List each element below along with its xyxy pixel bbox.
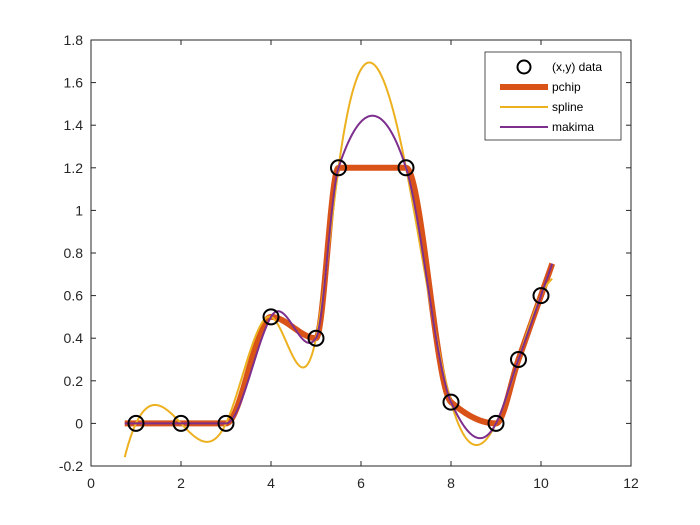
x-axis: 0 2 4 6 8 10 12 — [87, 40, 639, 491]
y-tick-label: 1.8 — [64, 32, 84, 48]
x-tick-label: 6 — [357, 475, 365, 491]
x-tick-label: 12 — [623, 475, 639, 491]
y-tick-label: 0.4 — [64, 330, 84, 346]
x-tick-label: 8 — [447, 475, 455, 491]
x-tick-label: 2 — [177, 475, 185, 491]
y-tick-label: 0.2 — [64, 373, 84, 389]
data-point-marker — [217, 414, 235, 432]
legend-circle-marker-icon — [516, 59, 532, 75]
data-markers — [127, 159, 550, 432]
x-tick-label: 4 — [267, 475, 275, 491]
data-point-marker — [330, 159, 347, 177]
y-axis: -0.2 0 0.2 0.4 0.6 0.8 1 1.2 1.4 1.6 1.8 — [59, 32, 631, 474]
x-tick-label: 10 — [533, 475, 549, 491]
x-tick-label: 0 — [87, 475, 95, 491]
legend-label-data: (x,y) data — [552, 60, 602, 74]
data-point-marker — [510, 351, 527, 368]
y-tick-label: 1.2 — [64, 160, 84, 176]
y-tick-label: 1.6 — [64, 75, 84, 91]
data-point-marker — [127, 414, 145, 432]
makima-curve — [124, 114, 554, 440]
data-point-marker — [307, 329, 325, 347]
data-point-marker — [442, 393, 460, 411]
data-point-marker — [397, 159, 415, 177]
legend-box — [484, 51, 622, 141]
y-tick-label: 1 — [75, 202, 83, 218]
legend-label-spline: spline — [552, 100, 584, 114]
y-tick-label: 0.8 — [64, 245, 84, 261]
data-point-marker — [262, 308, 280, 326]
y-tick-label: 0 — [75, 415, 83, 431]
data-point-marker — [487, 414, 505, 432]
y-tick-label: 1.4 — [64, 117, 84, 133]
y-tick-label: 0.6 — [64, 288, 84, 304]
legend[interactable]: (x,y) data pchip spline makima — [484, 51, 622, 141]
legend-label-pchip: pchip — [552, 80, 581, 94]
y-tick-label: -0.2 — [59, 458, 83, 474]
curves — [122, 61, 556, 458]
data-point-marker — [532, 287, 550, 305]
legend-label-makima: makima — [552, 120, 594, 134]
data-point-marker — [172, 414, 190, 432]
